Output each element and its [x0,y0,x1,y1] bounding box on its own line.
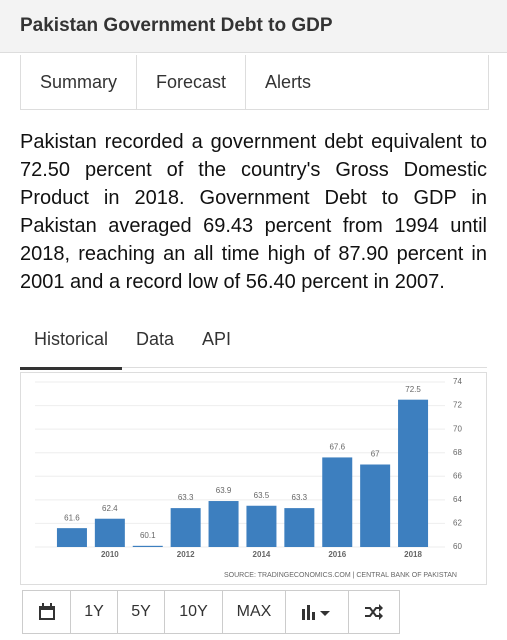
range-button[interactable]: 1Y [71,591,118,633]
x-tick-label: 2014 [253,550,271,559]
x-tick-label: 2010 [101,550,119,559]
tab[interactable]: Forecast [137,55,247,109]
tab[interactable]: API [202,329,232,349]
y-tick-label: 66 [453,471,462,480]
bar [398,399,429,547]
y-tick-label: 62 [453,519,462,528]
calendar-button[interactable] [23,591,71,633]
compare-button[interactable] [349,591,399,633]
value-label: 63.3 [292,493,308,502]
bar [246,505,277,547]
range-button[interactable]: MAX [223,591,286,633]
value-label: 72.5 [405,385,421,394]
bar [208,501,239,547]
y-tick-label: 64 [453,495,462,504]
summary-text: Pakistan recorded a government debt equi… [20,131,487,293]
bar [56,528,87,547]
header: Pakistan Government Debt to GDP [0,0,507,53]
bar [322,457,353,547]
value-label: 63.3 [178,493,194,502]
value-label: 67 [371,450,380,459]
chart-frame [20,372,487,585]
tab[interactable]: Historical [20,325,123,370]
y-tick-label: 68 [453,448,462,457]
chart-type-icon [302,605,330,620]
range-button[interactable]: 5Y [118,591,165,633]
x-tick-label: 2016 [328,550,346,559]
value-label: 67.6 [329,443,345,452]
page-title: Pakistan Government Debt to GDP [20,15,333,36]
calendar-icon [38,603,55,620]
y-tick-label: 60 [453,542,462,551]
x-tick-label: 2018 [404,550,422,559]
y-tick-label: 72 [453,401,462,410]
bar [284,508,315,547]
value-label: 63.9 [216,486,232,495]
toolbar: 1Y 5Y 10Y MAX [22,590,400,634]
shuffle-icon [365,604,383,620]
bar [360,464,391,547]
tab[interactable]: Data [136,329,175,349]
chart: 60 62 64 66 68 70 72 74 61.6 2010 62.4 60.1 2012 63.3… [35,377,462,579]
bar [94,518,125,547]
value-label: 62.4 [102,504,118,513]
tab-bar: Summary Forecast Alerts [20,55,489,110]
bar [132,545,163,547]
tab[interactable]: Alerts [265,72,312,92]
value-label: 60.1 [140,531,156,540]
source-note: SOURCE: TRADINGECONOMICS.COM | CENTRAL B… [224,572,457,579]
value-label: 61.6 [64,513,80,522]
x-tick-label: 2012 [177,550,195,559]
y-tick-label: 70 [453,424,462,433]
value-label: 63.5 [254,491,270,500]
chart-tab-bar: Historical Data API [20,325,487,370]
chart-type-button[interactable] [286,591,349,633]
tab[interactable]: Summary [21,55,138,109]
range-button[interactable]: 10Y [165,591,223,633]
y-tick-label: 74 [453,377,462,386]
bar [170,508,201,547]
